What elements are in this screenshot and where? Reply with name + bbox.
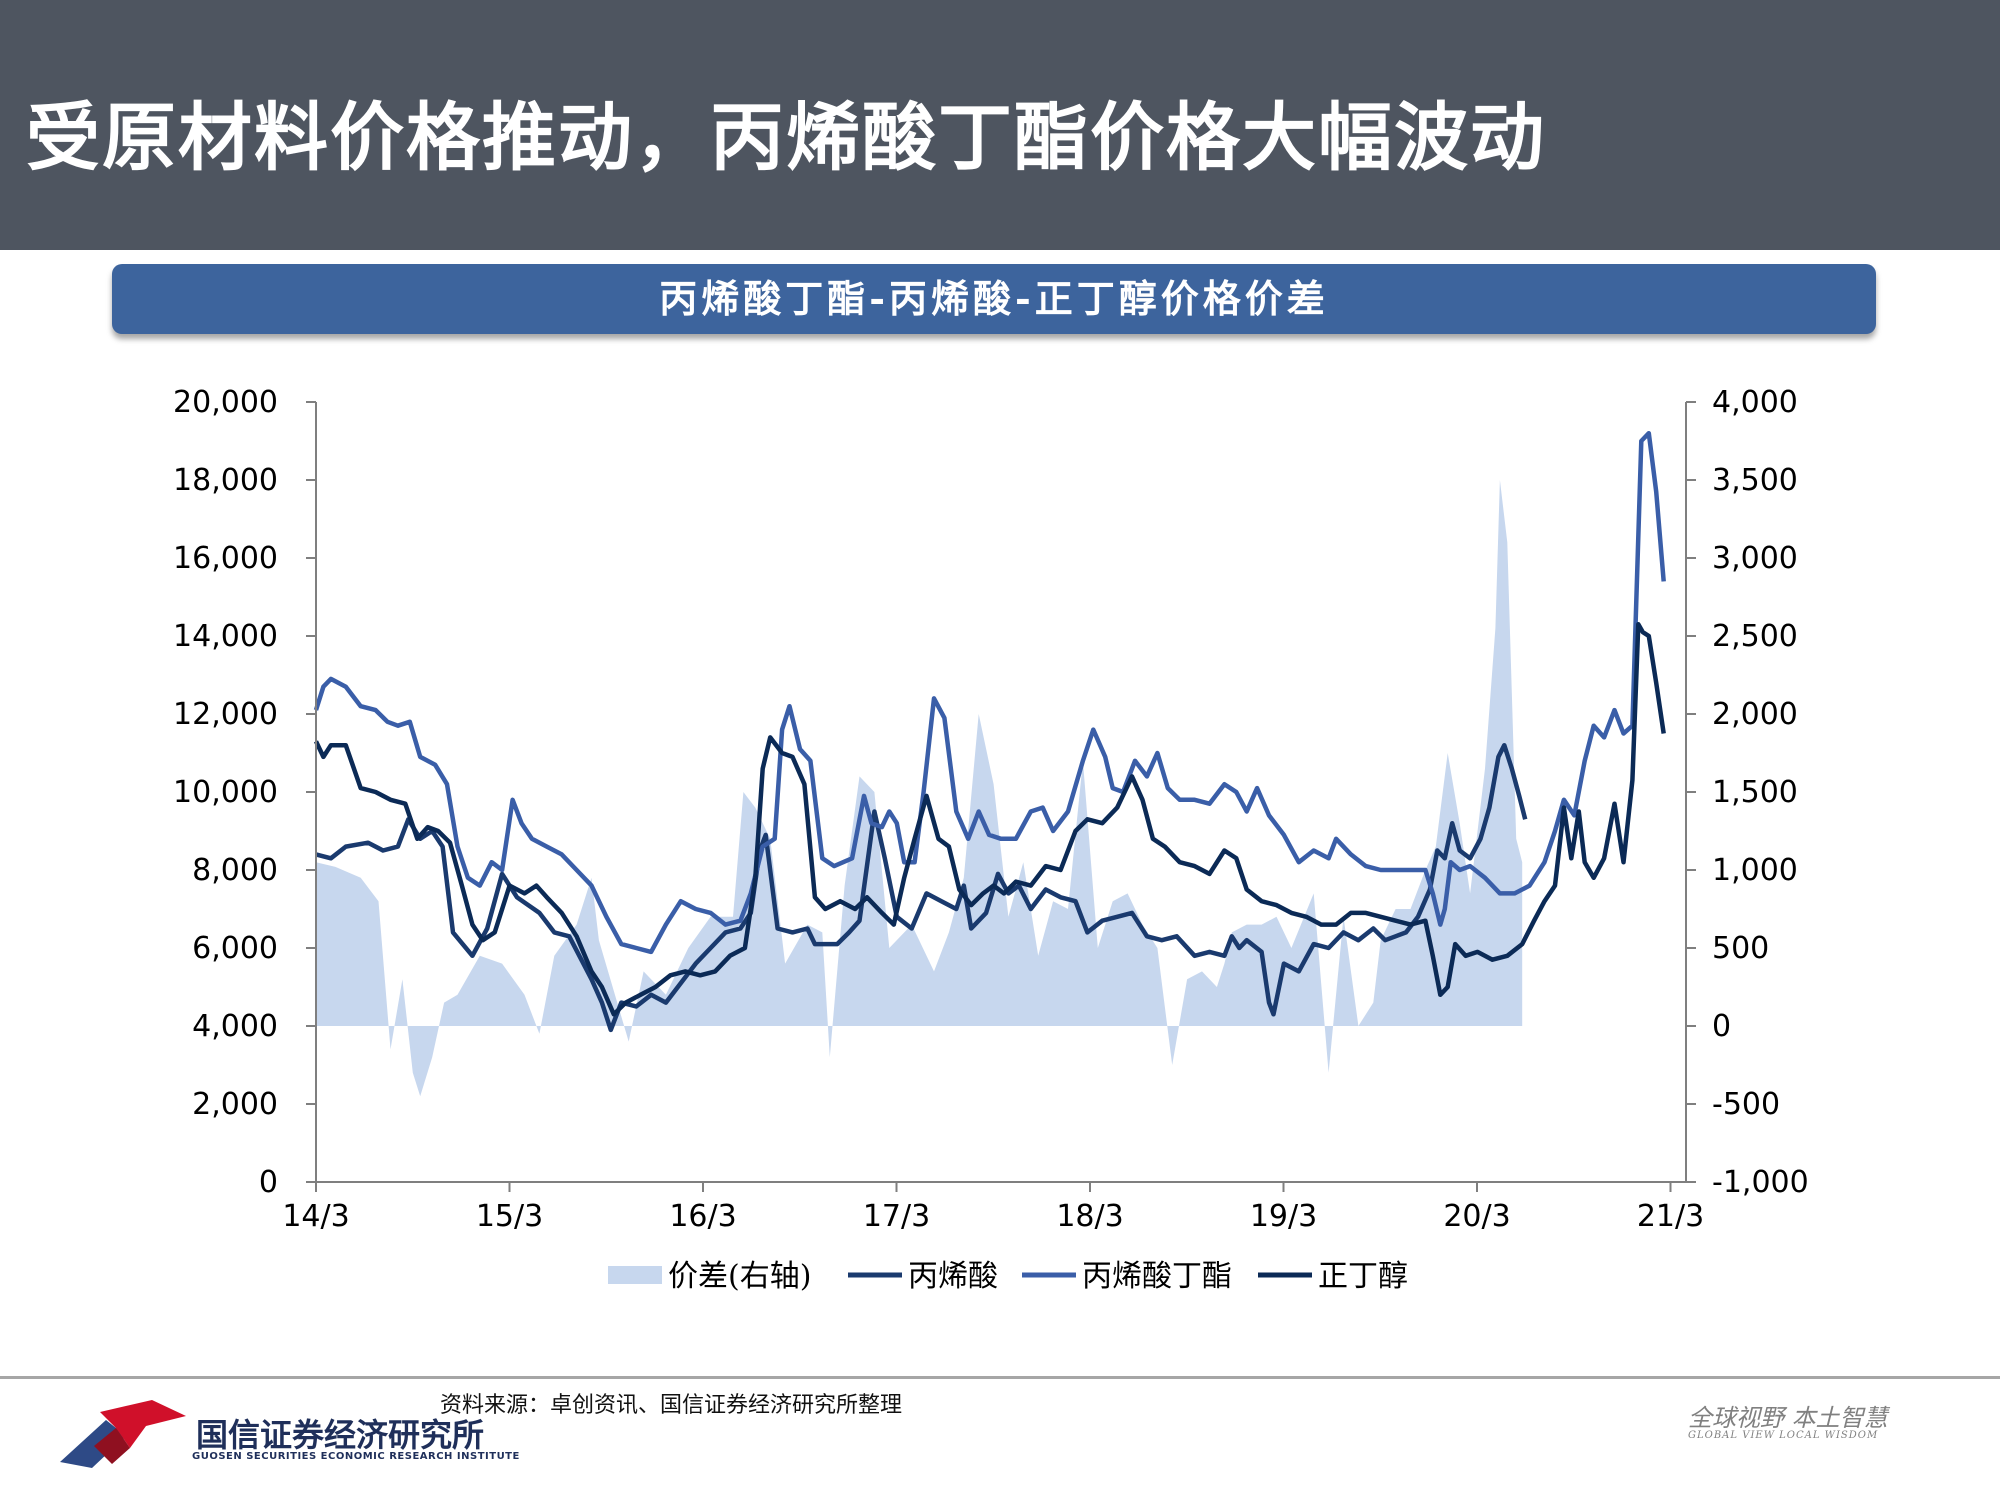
legend-n-butanol-label: 正丁醇 bbox=[1318, 1259, 1408, 1294]
org-name-english: GUOSEN SECURITIES ECONOMIC RESEARCH INST… bbox=[192, 1451, 520, 1462]
slogan: 全球视野 本土智慧 bbox=[1688, 1404, 1888, 1432]
left-axis-ticks: 0 2,000 4,000 6,000 8,000 10,000 12,000 14,000 1… bbox=[173, 385, 316, 1200]
right-tick-label: 2,500 bbox=[1712, 619, 1798, 654]
chart-title: 丙烯酸丁酯-丙烯酸-正丁醇价格价差 bbox=[659, 276, 1329, 321]
right-tick-label: 2,000 bbox=[1712, 697, 1798, 732]
legend-butyl-acrylate-label: 丙烯酸丁酯 bbox=[1082, 1259, 1232, 1294]
legend-spread-swatch bbox=[608, 1266, 662, 1284]
x-axis-ticks: 14/3 15/3 16/3 17/3 18/3 19/3 20/3 21/3 bbox=[282, 1182, 1704, 1234]
x-tick-label: 17/3 bbox=[863, 1199, 930, 1234]
footer-divider bbox=[0, 1376, 2000, 1379]
x-tick-label: 19/3 bbox=[1250, 1199, 1317, 1234]
right-tick-label: 1,500 bbox=[1712, 775, 1798, 810]
right-tick-label: -1,000 bbox=[1712, 1165, 1809, 1200]
slogan-english: GLOBAL VIEW LOCAL WISDOM bbox=[1688, 1430, 1879, 1441]
left-tick-label: 8,000 bbox=[192, 853, 278, 888]
spread-area-layer bbox=[316, 480, 1523, 1097]
org-name: 国信证券经济研究所 bbox=[196, 1416, 485, 1454]
right-tick-label: 3,000 bbox=[1712, 541, 1798, 576]
left-tick-label: 6,000 bbox=[192, 931, 278, 966]
legend-acrylic-acid-label: 丙烯酸 bbox=[908, 1259, 998, 1294]
legend-spread-label: 价差(右轴) bbox=[668, 1259, 811, 1294]
right-tick-label: 500 bbox=[1712, 931, 1769, 966]
left-tick-label: 14,000 bbox=[173, 619, 278, 654]
axes-layer bbox=[315, 402, 1687, 1183]
acrylic-acid-line bbox=[315, 742, 1528, 1033]
right-tick-label: 1,000 bbox=[1712, 853, 1798, 888]
x-tick-label: 18/3 bbox=[1056, 1199, 1123, 1234]
left-tick-label: 0 bbox=[259, 1165, 278, 1200]
left-tick-label: 20,000 bbox=[173, 385, 278, 420]
spread-area bbox=[316, 480, 1523, 1097]
left-tick-label: 4,000 bbox=[192, 1009, 278, 1044]
guosen-logo-icon bbox=[60, 1400, 186, 1468]
x-tick-label: 21/3 bbox=[1637, 1199, 1704, 1234]
x-tick-label: 15/3 bbox=[476, 1199, 543, 1234]
right-tick-label: 3,500 bbox=[1712, 463, 1798, 498]
right-tick-label: -500 bbox=[1712, 1087, 1780, 1122]
source-note: 资料来源：卓创资讯、国信证券经济研究所整理 bbox=[440, 1393, 903, 1418]
x-tick-label: 16/3 bbox=[669, 1199, 736, 1234]
chart-legend: 价差(右轴) 丙烯酸 丙烯酸丁酯 正丁醇 bbox=[608, 1259, 1408, 1294]
left-tick-label: 10,000 bbox=[173, 775, 278, 810]
left-tick-label: 12,000 bbox=[173, 697, 278, 732]
slide-title: 受原材料价格推动，丙烯酸丁酯价格大幅波动 bbox=[26, 95, 1546, 181]
right-axis-ticks: -1,000 -500 0 500 1,000 1,500 2,000 2,500 3,000 3… bbox=[1686, 385, 1809, 1200]
right-tick-label: 0 bbox=[1712, 1009, 1731, 1044]
left-tick-label: 2,000 bbox=[192, 1087, 278, 1122]
right-tick-label: 4,000 bbox=[1712, 385, 1798, 420]
butyl-acrylate-line bbox=[313, 430, 1666, 955]
n-butanol-line bbox=[313, 622, 1666, 1017]
chart-title-banner: 丙烯酸丁酯-丙烯酸-正丁醇价格价差 bbox=[112, 264, 1876, 334]
header-bar: 受原材料价格推动，丙烯酸丁酯价格大幅波动 bbox=[0, 0, 2000, 250]
left-tick-label: 16,000 bbox=[173, 541, 278, 576]
x-tick-label: 20/3 bbox=[1443, 1199, 1510, 1234]
left-tick-label: 18,000 bbox=[173, 463, 278, 498]
price-spread-chart: 0 2,000 4,000 6,000 8,000 10,000 12,000 14,000 1… bbox=[173, 385, 1809, 1294]
x-tick-label: 14/3 bbox=[282, 1199, 349, 1234]
price-lines-layer bbox=[313, 430, 1666, 1033]
